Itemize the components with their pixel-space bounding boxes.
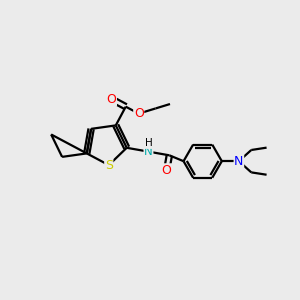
Text: O: O	[134, 107, 144, 120]
Text: N: N	[144, 145, 153, 158]
Text: H: H	[145, 138, 152, 148]
Text: N: N	[234, 155, 244, 168]
Text: S: S	[105, 159, 113, 172]
Text: O: O	[162, 164, 172, 177]
Text: O: O	[106, 93, 116, 106]
